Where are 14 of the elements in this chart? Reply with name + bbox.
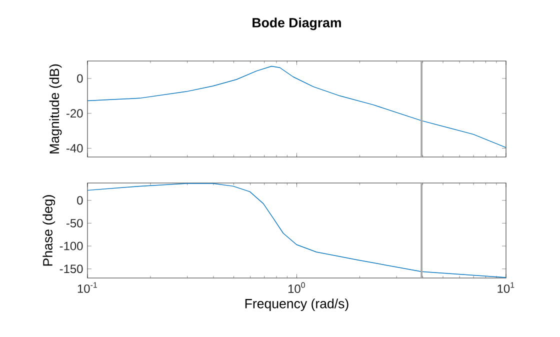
y-tick-label: 0 <box>77 196 83 205</box>
y-axis-title: Magnitude (dB) <box>49 64 62 154</box>
x-tick-label: 10$^{-1}$ <box>78 282 97 293</box>
x-tick-label: 10$^{0}$ <box>288 282 305 294</box>
y-tick-label: -40 <box>66 144 83 153</box>
chart-title: Bode Diagram <box>252 18 341 30</box>
y-tick-label: -50 <box>66 218 83 228</box>
x-axis-title: Frequency (rad/s) <box>245 298 348 311</box>
y-tick-label: -100 <box>60 242 83 250</box>
y-axis-title: Phase (deg) <box>42 195 56 266</box>
y-tick-label: 0 <box>77 74 83 83</box>
y-tick-label: -20 <box>66 109 83 118</box>
x-tick-label: 10$^{1}$ <box>498 282 514 293</box>
y-tick-label: -150 <box>60 264 83 274</box>
